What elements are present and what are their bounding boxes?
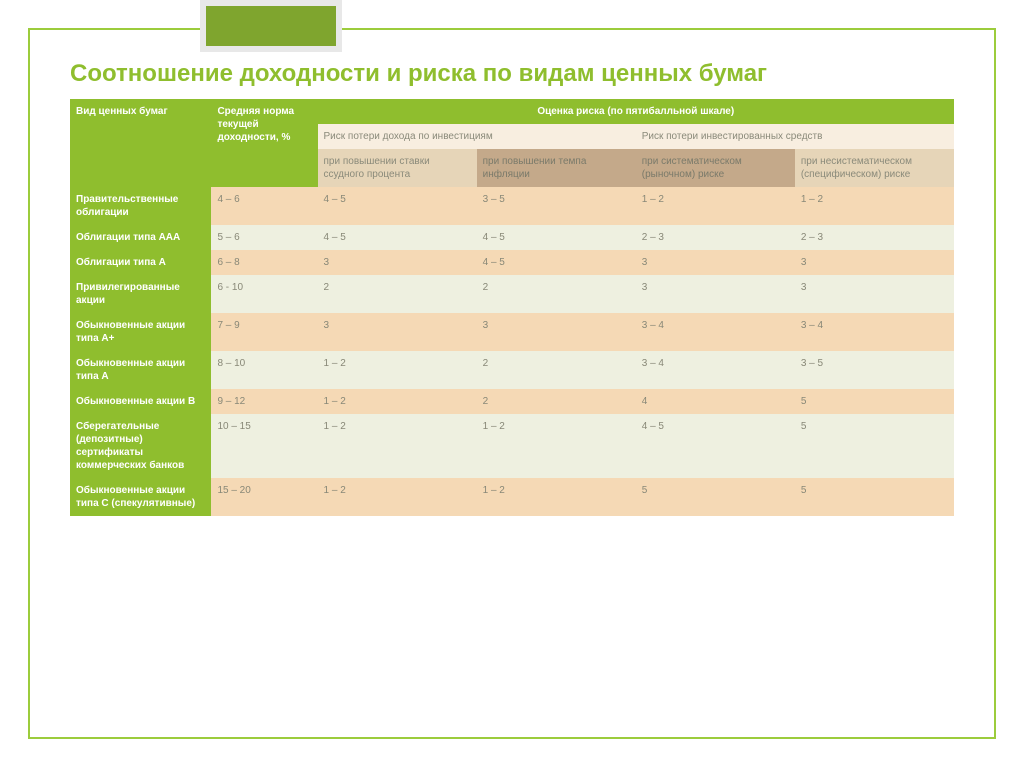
cell-value: 1 – 2 xyxy=(477,478,636,516)
securities-table: Вид ценных бумаг Средняя норма текущей д… xyxy=(70,99,954,516)
subhdr-c3: при повышении темпа инфляции xyxy=(477,149,636,187)
cell-value: 3 xyxy=(636,250,795,275)
cell-value: 2 – 3 xyxy=(636,225,795,250)
cell-value: 4 – 5 xyxy=(318,225,477,250)
table-header-row: Вид ценных бумаг Средняя норма текущей д… xyxy=(70,99,954,124)
cell-value: 5 – 6 xyxy=(211,225,317,250)
subhdr-income-risk: Риск потери дохода по инвестициям xyxy=(318,124,636,149)
cell-value: 1 – 2 xyxy=(318,478,477,516)
row-label: Обыкновенные акции типа А+ xyxy=(70,313,211,351)
cell-value: 3 xyxy=(795,250,954,275)
cell-value: 3 xyxy=(795,275,954,313)
hdr-type: Вид ценных бумаг xyxy=(70,99,211,187)
cell-value: 3 xyxy=(318,313,477,351)
cell-value: 3 xyxy=(318,250,477,275)
subhdr-invest-risk: Риск потери инвестированных средств xyxy=(636,124,954,149)
cell-value: 5 xyxy=(795,414,954,478)
row-label: Облигации типа А xyxy=(70,250,211,275)
row-label: Сберегательные (депозитные) сертификаты … xyxy=(70,414,211,478)
cell-value: 10 – 15 xyxy=(211,414,317,478)
cell-value: 5 xyxy=(795,478,954,516)
cell-value: 3 – 5 xyxy=(795,351,954,389)
cell-value: 7 – 9 xyxy=(211,313,317,351)
cell-value: 5 xyxy=(636,478,795,516)
table-row: Обыкновенные акции типа А8 – 101 – 223 –… xyxy=(70,351,954,389)
cell-value: 2 xyxy=(318,275,477,313)
table-row: Облигации типа А6 – 834 – 533 xyxy=(70,250,954,275)
row-label: Привилегированные акции xyxy=(70,275,211,313)
row-label: Обыкновенные акции типа С (спекулятивные… xyxy=(70,478,211,516)
cell-value: 8 – 10 xyxy=(211,351,317,389)
cell-value: 6 – 8 xyxy=(211,250,317,275)
cell-value: 3 – 4 xyxy=(636,313,795,351)
cell-value: 4 – 6 xyxy=(211,187,317,225)
cell-value: 1 – 2 xyxy=(318,389,477,414)
cell-value: 1 – 2 xyxy=(318,414,477,478)
table-row: Сберегательные (депозитные) сертификаты … xyxy=(70,414,954,478)
table-row: Обыкновенные акции В9 – 121 – 2245 xyxy=(70,389,954,414)
cell-value: 2 – 3 xyxy=(795,225,954,250)
subhdr-c2: при повышении ставки ссудного процента xyxy=(318,149,477,187)
cell-value: 2 xyxy=(477,351,636,389)
table-row: Обыкновенные акции типа С (спекулятивные… xyxy=(70,478,954,516)
cell-value: 5 xyxy=(795,389,954,414)
cell-value: 3 – 5 xyxy=(477,187,636,225)
cell-value: 3 – 4 xyxy=(795,313,954,351)
slide-content: Соотношение доходности и риска по видам … xyxy=(70,60,954,516)
cell-value: 2 xyxy=(477,389,636,414)
table-row: Правительственные облигации4 – 64 – 53 –… xyxy=(70,187,954,225)
cell-value: 4 – 5 xyxy=(636,414,795,478)
cell-value: 15 – 20 xyxy=(211,478,317,516)
row-label: Облигации типа ААА xyxy=(70,225,211,250)
table-row: Облигации типа ААА5 – 64 – 54 – 52 – 32 … xyxy=(70,225,954,250)
cell-value: 1 – 2 xyxy=(795,187,954,225)
table-row: Привилегированные акции6 - 102233 xyxy=(70,275,954,313)
cell-value: 1 – 2 xyxy=(636,187,795,225)
cell-value: 4 – 5 xyxy=(318,187,477,225)
hdr-yield: Средняя норма текущей доходности, % xyxy=(211,99,317,187)
cell-value: 1 – 2 xyxy=(477,414,636,478)
cell-value: 9 – 12 xyxy=(211,389,317,414)
cell-value: 3 xyxy=(636,275,795,313)
hdr-risk: Оценка риска (по пятибалльной шкале) xyxy=(318,99,954,124)
row-label: Обыкновенные акции типа А xyxy=(70,351,211,389)
table-row: Обыкновенные акции типа А+7 – 9333 – 43 … xyxy=(70,313,954,351)
cell-value: 4 – 5 xyxy=(477,250,636,275)
cell-value: 4 xyxy=(636,389,795,414)
row-label: Правительственные облигации xyxy=(70,187,211,225)
cell-value: 4 – 5 xyxy=(477,225,636,250)
cell-value: 3 – 4 xyxy=(636,351,795,389)
cell-value: 1 – 2 xyxy=(318,351,477,389)
slide-title: Соотношение доходности и риска по видам … xyxy=(70,60,954,89)
decor-rectangle xyxy=(200,0,342,52)
cell-value: 6 - 10 xyxy=(211,275,317,313)
row-label: Обыкновенные акции В xyxy=(70,389,211,414)
subhdr-c4: при систематическом (рыночном) риске xyxy=(636,149,795,187)
subhdr-c5: при несистематическом (специфическом) ри… xyxy=(795,149,954,187)
cell-value: 3 xyxy=(477,313,636,351)
cell-value: 2 xyxy=(477,275,636,313)
